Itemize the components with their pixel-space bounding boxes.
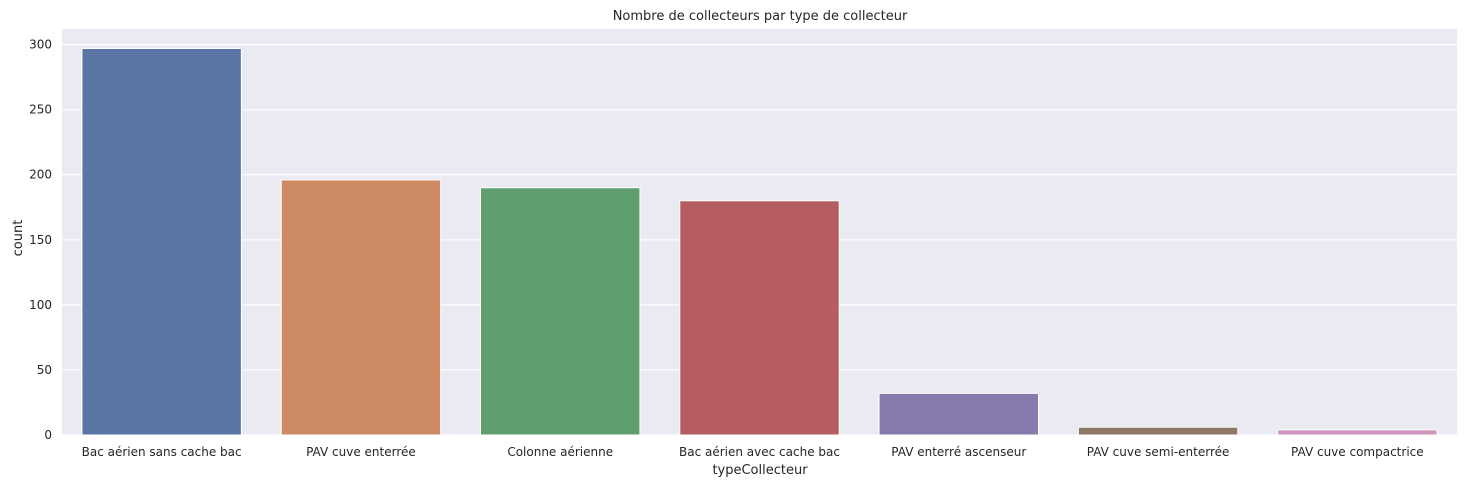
bar	[81, 48, 242, 436]
bar	[1077, 426, 1239, 436]
y-tick-label: 200	[29, 168, 52, 182]
y-tick-label: 250	[29, 103, 52, 117]
y-tick-label: 100	[29, 298, 52, 312]
y-tick-label: 300	[29, 38, 52, 52]
x-tick-label: PAV cuve compactrice	[1291, 445, 1424, 459]
x-tick-label: Colonne aérienne	[507, 445, 613, 459]
bar	[480, 187, 641, 436]
bars	[81, 48, 1438, 436]
bar	[878, 392, 1039, 436]
y-tick-label: 50	[37, 363, 52, 377]
bar	[280, 179, 442, 436]
x-tick-label: PAV cuve enterrée	[306, 445, 416, 459]
chart-title: Nombre de collecteurs par type de collec…	[613, 9, 908, 24]
x-tick-label: PAV cuve semi-enterrée	[1087, 445, 1230, 459]
bar	[679, 200, 840, 436]
y-tick-label: 0	[44, 428, 52, 442]
x-tick-label: PAV enterré ascenseur	[891, 445, 1026, 459]
x-tick-labels: Bac aérien sans cache bac PAV cuve enterr…	[82, 445, 1424, 459]
y-tick-labels: 0 50 100 150 200 250 300	[29, 38, 52, 442]
x-tick-label: Bac aérien avec cache bac	[679, 445, 840, 459]
y-axis-label: count	[11, 220, 26, 257]
y-tick-label: 150	[29, 233, 52, 247]
bar	[1277, 429, 1438, 436]
x-axis-label: typeCollecteur	[712, 463, 808, 478]
x-tick-label: Bac aérien sans cache bac	[82, 445, 242, 459]
